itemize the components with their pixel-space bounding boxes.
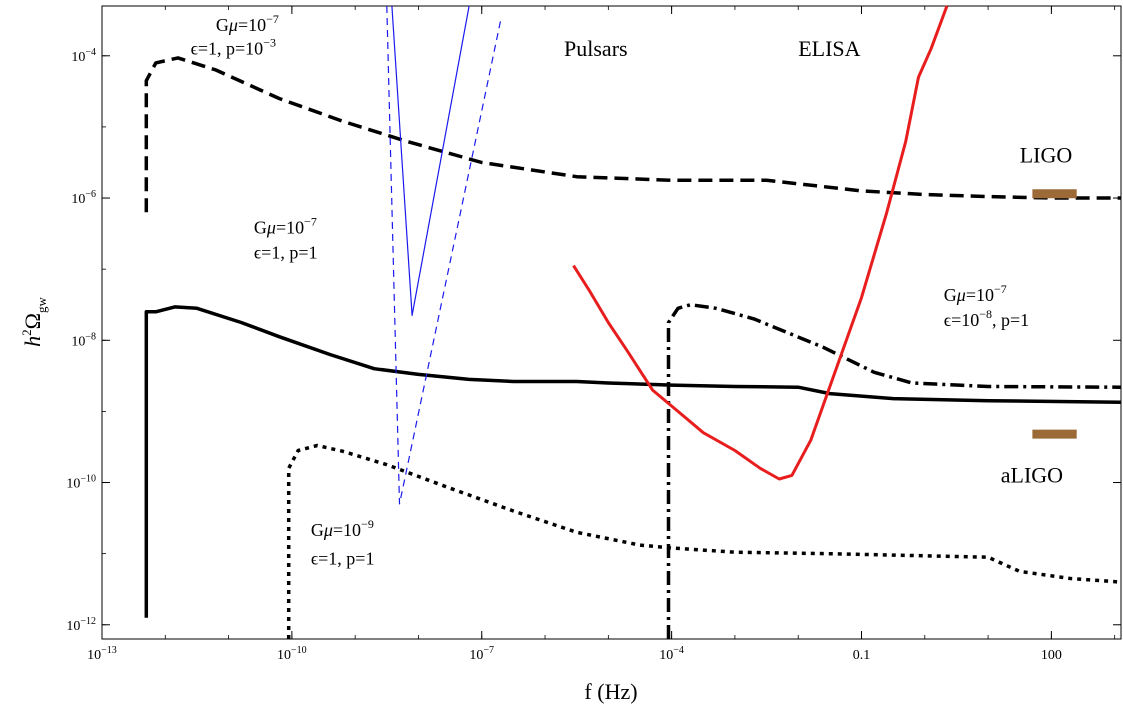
series-pulsar-dash	[386, 5, 502, 505]
y-tick-exp: −6	[85, 189, 96, 200]
x-tick-exp: −4	[673, 645, 684, 656]
x-tick-exp: −13	[101, 645, 117, 656]
annotation-sup: −7	[994, 282, 1007, 296]
series-layer	[144, 5, 1122, 639]
series-dashdot	[666, 302, 1122, 639]
annotation-sup: −7	[266, 12, 279, 26]
annotation-pre: ϵ=1, p=10	[191, 38, 264, 58]
annotation-mu: μ	[956, 285, 966, 305]
series-solid	[144, 305, 1122, 618]
series-dashed	[144, 56, 1121, 213]
ann-dashdot-1: Gμ=10−7	[944, 282, 1007, 305]
annotation-mid: =10	[276, 218, 304, 238]
y-tick-base: 10	[71, 334, 85, 349]
band-layer	[1032, 189, 1077, 439]
plot-frame	[101, 5, 1122, 640]
label-layer: Pulsars ELISA LIGO aLIGO	[564, 36, 1072, 488]
annotation-mid: =10	[333, 520, 361, 540]
y-tick-base: 10	[71, 192, 85, 207]
y-tick-base: 10	[66, 477, 80, 492]
y-axis-title-sub: gw	[34, 297, 49, 314]
label-aligo: aLIGO	[1001, 463, 1063, 488]
x-axis-title: f (Hz)	[584, 679, 637, 704]
ann-dotted-2: ϵ=1, p=1	[311, 548, 375, 568]
annotation-mid: =10	[966, 285, 994, 305]
x-tick-label: 100	[1041, 648, 1062, 663]
ann-solid-2: ϵ=1, p=1	[254, 242, 318, 262]
annotation-pre: G	[216, 15, 229, 35]
x-tick-label: 0.1	[853, 648, 871, 663]
series-dotted	[286, 443, 1122, 639]
x-tick-exp: −7	[483, 645, 494, 656]
y-tick-label: 10−6	[71, 189, 96, 207]
x-tick-label: 10−7	[469, 645, 494, 663]
x-tick-base: 10	[659, 648, 673, 663]
annotation-mu: μ	[228, 15, 238, 35]
y-axis-title: h2Ωgw	[19, 297, 49, 347]
x-tick-base: 10	[87, 648, 101, 663]
series-pulsar-solid	[391, 5, 470, 316]
annotation-tail: , p=1	[992, 310, 1029, 330]
y-axis-title-sup: 2	[19, 329, 34, 336]
y-tick-exp: −12	[80, 616, 96, 627]
y-tick-label: 10−4	[71, 47, 96, 65]
x-tick-exp: −10	[291, 645, 307, 656]
annotation-sup: −8	[979, 307, 992, 321]
ann-dashdot-2: ϵ=10−8, p=1	[944, 307, 1029, 330]
y-tick-label: 10−12	[66, 616, 96, 634]
annotation-sup: −9	[361, 517, 374, 531]
x-tick-label: 10−4	[659, 645, 684, 663]
y-tick-exp: −8	[85, 331, 96, 342]
x-tick-label: 10−10	[277, 645, 307, 663]
y-tick-label: 10−8	[71, 331, 96, 349]
ann-dotted-1: Gμ=10−9	[311, 517, 374, 540]
x-tick-base: 10	[469, 648, 483, 663]
annotation-pre: G	[311, 520, 324, 540]
y-tick-base: 10	[71, 50, 85, 65]
y-tick-exp: −10	[80, 474, 96, 485]
annotation-mid: =10	[238, 15, 266, 35]
x-tick-base: 10	[277, 648, 291, 663]
label-elisa: ELISA	[798, 36, 860, 61]
ann-solid-1: Gμ=10−7	[254, 215, 317, 238]
annotation-mu: μ	[323, 520, 333, 540]
ann-dashed-1: Gμ=10−7	[216, 12, 279, 35]
y-axis-title-base: h	[20, 336, 45, 347]
y-axis-title-main: Ω	[20, 313, 45, 329]
series-elisa	[572, 5, 949, 481]
annotation-pre: G	[944, 285, 957, 305]
annotation-pre: G	[254, 218, 267, 238]
annotation-mu: μ	[266, 218, 276, 238]
y-tick-base: 10	[66, 619, 80, 634]
annotation-sup: −3	[263, 35, 276, 49]
ann-dashed-2: ϵ=1, p=10−3	[191, 35, 276, 58]
annotation-sup: −7	[304, 215, 317, 229]
y-tick-exp: −4	[85, 47, 96, 58]
x-tick-label: 10−13	[87, 645, 117, 663]
annotation-pre: ϵ=10	[944, 310, 979, 330]
label-pulsars: Pulsars	[564, 36, 628, 61]
y-tick-label: 10−10	[66, 474, 96, 492]
annotation-pre: ϵ=1, p=1	[311, 548, 375, 568]
annotation-layer: Gμ=10−7ϵ=1, p=10−3Gμ=10−7ϵ=1, p=1Gμ=10−9…	[191, 12, 1030, 568]
tick-layer: 10−13 10−10 10−7 10−4 0.1 10010−1210−1010−810…	[66, 6, 1121, 663]
annotation-pre: ϵ=1, p=1	[254, 242, 318, 262]
label-ligo: LIGO	[1020, 142, 1073, 167]
